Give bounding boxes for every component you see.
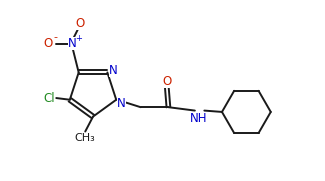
Text: CH₃: CH₃ [74,133,95,143]
Text: N: N [109,64,118,77]
Text: O: O [76,17,85,30]
Text: N: N [117,97,126,110]
Text: -: - [54,33,58,43]
Text: O: O [162,75,171,88]
Text: NH: NH [190,111,208,125]
Text: O: O [44,37,53,50]
Text: N: N [68,37,77,50]
Text: +: + [75,34,82,43]
Text: Cl: Cl [43,92,55,105]
